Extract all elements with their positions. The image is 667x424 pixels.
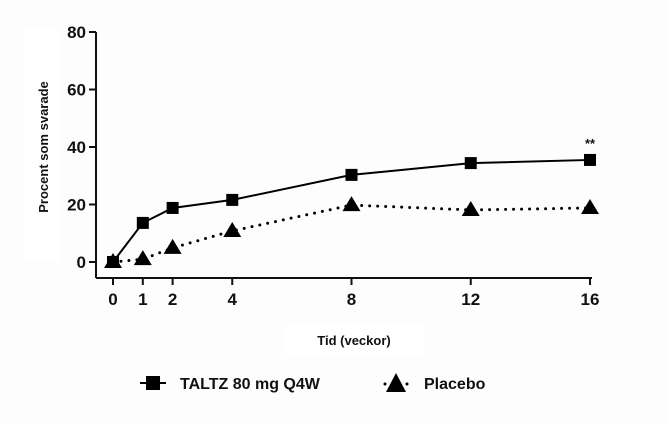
legend-item: TALTZ 80 mg Q4W: [140, 376, 321, 393]
significance-annotation: **: [585, 136, 596, 151]
legend-dot: [383, 382, 387, 386]
data-point-square: [136, 216, 149, 229]
data-point-square: [584, 153, 596, 166]
y-tick-label: 0: [77, 253, 86, 272]
x-tick-label: 16: [581, 290, 600, 309]
y-tick-label: 80: [67, 23, 86, 42]
data-point-triangle: [133, 250, 152, 266]
data-point-triangle: [342, 196, 361, 212]
data-point-triangle: [163, 238, 182, 254]
x-tick-label: 0: [108, 290, 117, 309]
data-point-triangle: [581, 198, 599, 214]
x-axis-label: Tid (veckor): [317, 333, 390, 348]
data-point-square: [107, 256, 119, 268]
data-point-triangle: [223, 221, 242, 237]
data-point-square: [166, 201, 179, 214]
data-point-square: [464, 157, 477, 170]
data-point-square: [345, 168, 358, 181]
x-tick-label: 1: [138, 290, 147, 309]
legend-marker-square: [146, 376, 160, 390]
series-layer: **: [104, 136, 599, 268]
legend-label: Placebo: [424, 376, 486, 393]
y-tick-label: 60: [67, 81, 86, 100]
y-axis-label: Procent som svarade: [36, 81, 51, 213]
x-tick-label: 12: [461, 290, 480, 309]
legend: TALTZ 80 mg Q4W Placebo: [140, 373, 486, 393]
x-tick-label: 8: [347, 290, 356, 309]
legend-marker-triangle: [386, 373, 406, 392]
legend-dot: [405, 382, 409, 386]
y-axis-label-background: [24, 30, 60, 262]
legend-item: Placebo: [383, 373, 486, 393]
x-axis-label-background: [284, 326, 424, 356]
data-point-square: [226, 193, 239, 206]
x-tick-label: 2: [168, 290, 177, 309]
legend-label: TALTZ 80 mg Q4W: [180, 376, 321, 393]
x-tick-label: 4: [228, 290, 238, 309]
series-line: [111, 203, 592, 264]
data-point-triangle: [461, 200, 480, 216]
series-taltz-80-mg-q4w: [107, 153, 596, 268]
y-tick-label: 40: [67, 138, 86, 157]
y-tick-label: 20: [67, 196, 86, 215]
